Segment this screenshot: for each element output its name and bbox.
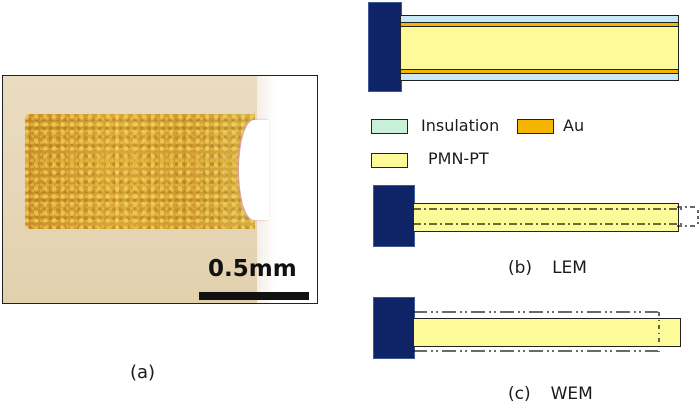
micrograph-photo: 0.5mm [2,75,318,304]
scale-bar-label: 0.5mm [208,256,297,282]
caption-b-letter: (b) [508,258,533,278]
legend-swatch-insulation [371,119,408,134]
wem-clamp-block [373,297,415,359]
caption-b: (b) LEM [508,258,587,278]
lem-clamp-block [373,185,415,247]
caption-c-mode: WEM [550,384,593,404]
layered-beam [400,15,679,81]
scale-bar [199,292,309,300]
legend-swatch-pmn-pt [371,153,408,168]
caption-c-letter: (c) [508,384,531,404]
au-layer-bottom [401,69,678,73]
legend-label-pmn-pt: PMN-PT [428,149,489,168]
wem-dashed-outline [413,311,660,352]
au-layer-top [401,23,678,27]
wem-beam [413,318,681,347]
lem-dashed-outline [413,206,699,227]
caption-b-mode: LEM [552,258,587,278]
electrode-notch [239,120,269,220]
clamp-block [368,2,402,92]
caption-c: (c) WEM [508,384,593,404]
legend-label-insulation: Insulation [421,116,500,135]
legend-label-au: Au [563,116,585,135]
insulation-layer-bottom [401,73,678,80]
caption-a: (a) [130,362,156,383]
lem-beam [413,203,679,232]
insulation-layer-top [401,16,678,23]
gold-electrode [25,114,255,229]
legend-swatch-au [517,119,554,134]
